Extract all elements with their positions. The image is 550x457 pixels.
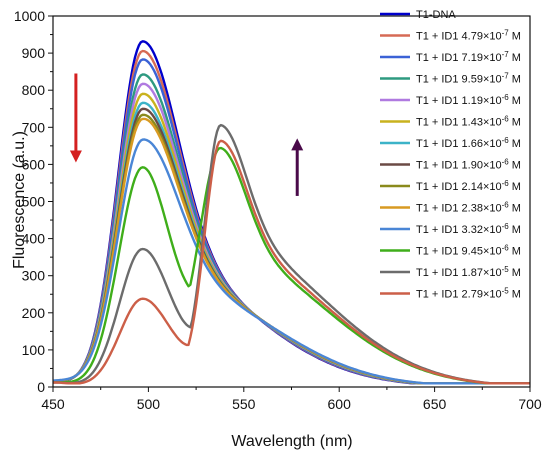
legend-label: T1 + ID1 1.43×10-6 M — [416, 115, 521, 129]
legend-label: T1 + ID1 2.79×10-5 M — [416, 287, 521, 301]
x-axis-title: Wavelength (nm) — [231, 433, 352, 450]
legend-label: T1 + ID1 9.45×10-6 M — [416, 244, 521, 258]
legend-label: T1 + ID1 9.59×10-7 M — [416, 72, 521, 86]
legend-label: T1 + ID1 1.90×10-6 M — [416, 158, 521, 172]
y-tick-label: 700 — [22, 119, 46, 135]
y-tick-label: 500 — [22, 194, 46, 210]
series-line — [53, 139, 530, 385]
legend-label: T1-DNA — [416, 9, 456, 21]
y-tick-label: 100 — [22, 342, 46, 358]
legend-label: T1 + ID1 4.79×10-7 M — [416, 29, 521, 43]
x-tick-label: 650 — [423, 396, 447, 412]
x-tick-label: 550 — [232, 396, 256, 412]
legend-label: T1 + ID1 2.38×10-6 M — [416, 201, 521, 215]
y-tick-label: 600 — [22, 156, 46, 172]
series-curves — [52, 40, 530, 385]
y-tick-label: 900 — [22, 45, 46, 61]
legend-label: T1 + ID1 2.14×10-6 M — [416, 179, 521, 193]
y-tick-label: 0 — [37, 379, 45, 395]
x-tick-label: 600 — [328, 396, 352, 412]
legend-label: T1 + ID1 1.87×10-5 M — [416, 265, 521, 279]
y-tick-label: 1000 — [14, 8, 45, 24]
y-tick-label: 400 — [22, 231, 46, 247]
y-tick-label: 300 — [22, 268, 46, 284]
y-axis-title: Fluorescence (a.u.) — [11, 131, 28, 269]
trend-arrows — [69, 73, 304, 196]
legend-label: T1 + ID1 1.66×10-6 M — [416, 136, 521, 150]
axis-ticks: 450 500 550 600 650 700 0 100 200 300 400 500 600 700… — [14, 8, 542, 412]
x-tick-label: 700 — [518, 396, 542, 412]
legend-label: T1 + ID1 1.19×10-6 M — [416, 93, 521, 107]
x-tick-label: 500 — [137, 396, 161, 412]
legend: T1-DNA T1 + ID1 4.79×10-7 M T1 + ID1 7.19×… — [380, 9, 521, 301]
y-tick-label: 800 — [22, 82, 46, 98]
y-tick-label: 200 — [22, 305, 46, 321]
x-tick-label: 450 — [41, 396, 65, 412]
legend-label: T1 + ID1 3.32×10-6 M — [416, 222, 521, 236]
up-arrow-head — [291, 138, 304, 151]
legend-label: T1 + ID1 7.19×10-7 M — [416, 50, 521, 64]
down-arrow-head — [69, 150, 82, 163]
series-line — [52, 138, 530, 385]
